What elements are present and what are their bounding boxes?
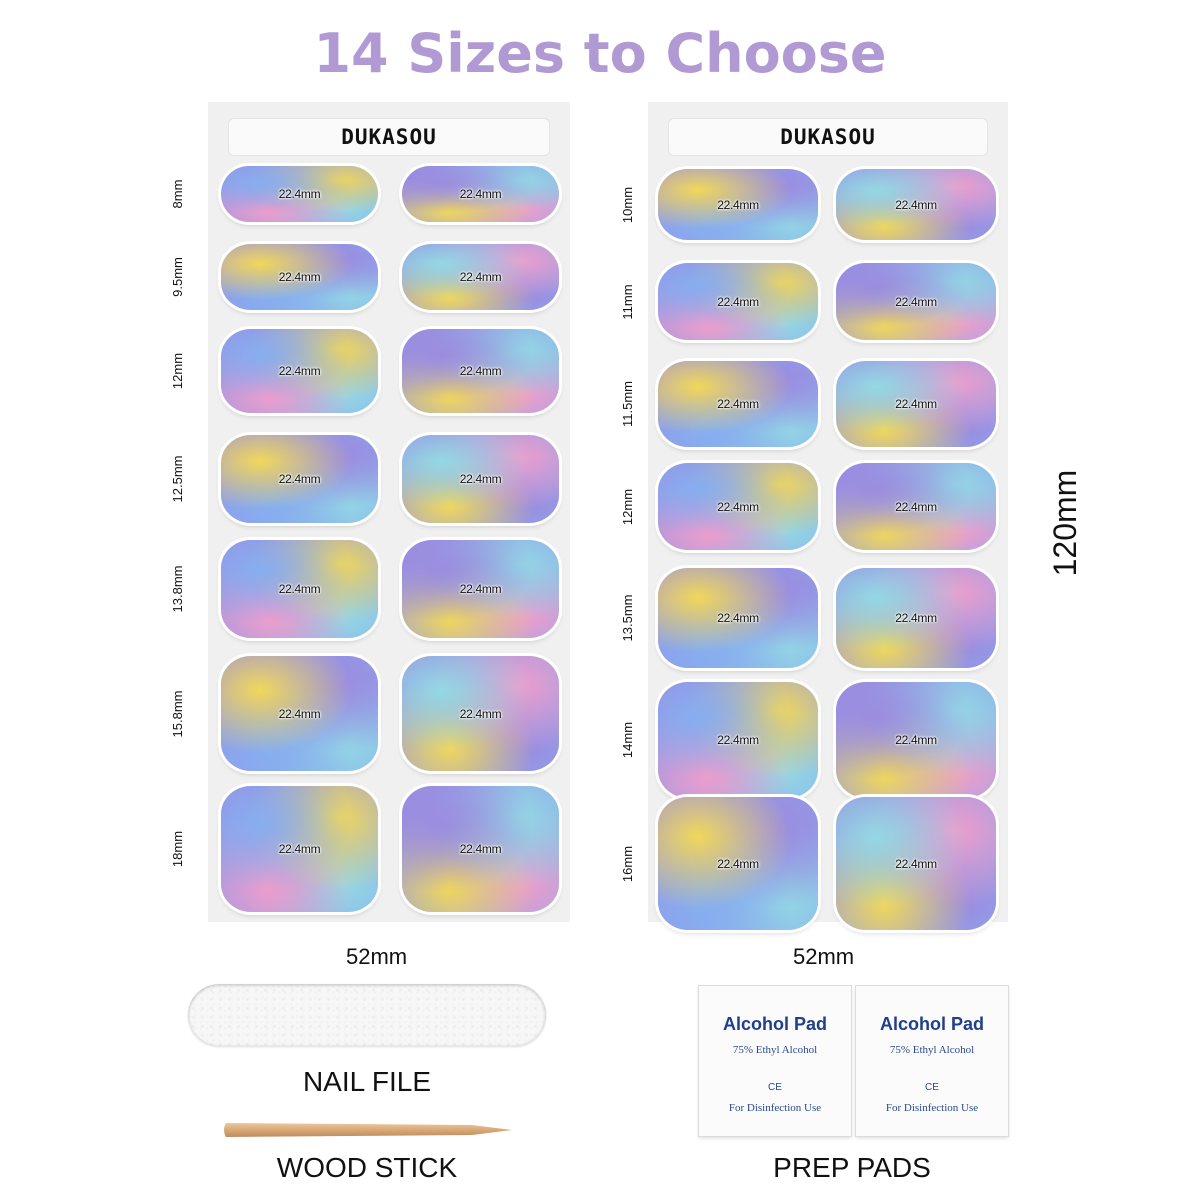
nail-length-label: 22.4mm bbox=[895, 294, 937, 309]
page-title: 14 Sizes to Choose bbox=[313, 22, 887, 85]
nail-sticker: 22.4mm bbox=[402, 435, 559, 523]
pad-footer: For Disinfection Use bbox=[728, 1102, 822, 1114]
wood-stick-image bbox=[224, 1123, 512, 1137]
size-label: 9.5mm bbox=[170, 257, 185, 297]
pad-footer: For Disinfection Use bbox=[885, 1102, 979, 1114]
nail-sticker: 22.4mm bbox=[658, 797, 818, 930]
prep-pads-label: PREP PADS bbox=[773, 1152, 931, 1183]
size-label: 11mm bbox=[620, 283, 635, 320]
nail-length-label: 22.4mm bbox=[459, 842, 502, 856]
nail-length-label: 22.4mm bbox=[895, 397, 937, 411]
nail-sticker: 22.4mm bbox=[402, 540, 559, 638]
nail-length-label: 22.4mm bbox=[717, 294, 759, 309]
nail-length-label: 22.4mm bbox=[717, 397, 759, 411]
nail-length-label: 22.4mm bbox=[717, 197, 759, 212]
sheet-width-label: 52mm bbox=[346, 944, 408, 969]
nail-sticker: 22.4mm bbox=[658, 263, 818, 340]
nail-sticker: 22.4mm bbox=[658, 169, 818, 240]
nail-length-label: 22.4mm bbox=[278, 842, 321, 856]
nail-file-label: NAIL FILE bbox=[302, 1066, 432, 1097]
nail-length-label: 22.4mm bbox=[278, 364, 321, 378]
nail-sticker: 22.4mm bbox=[658, 361, 818, 447]
nail-sticker: 22.4mm bbox=[658, 568, 818, 668]
nail-sticker: 22.4mm bbox=[221, 786, 378, 912]
ce-mark: CE bbox=[768, 1082, 782, 1093]
nail-length-label: 22.4mm bbox=[895, 499, 937, 514]
nail-sticker: 22.4mm bbox=[221, 244, 378, 310]
nail-sticker: 22.4mm bbox=[402, 244, 559, 310]
size-label: 13.8mm bbox=[170, 565, 185, 613]
sheet-height-label: 120mm bbox=[1047, 469, 1083, 577]
nail-length-label: 22.4mm bbox=[459, 472, 502, 486]
nail-sticker: 22.4mm bbox=[658, 682, 818, 798]
size-label: 15.8mm bbox=[170, 690, 185, 737]
nail-sticker: 22.4mm bbox=[836, 797, 996, 930]
size-label: 12mm bbox=[170, 352, 185, 390]
nail-length-label: 22.4mm bbox=[895, 856, 937, 871]
nail-sticker: 22.4mm bbox=[221, 656, 378, 771]
alcohol-pad: Alcohol Pad 75% Ethyl Alcohol CE For Dis… bbox=[699, 986, 851, 1136]
pad-title: Alcohol Pad bbox=[879, 1014, 984, 1034]
nail-sticker: 22.4mm bbox=[402, 786, 559, 912]
nail-sticker: 22.4mm bbox=[221, 329, 378, 413]
nail-sticker: 22.4mm bbox=[836, 361, 996, 447]
nail-length-label: 22.4mm bbox=[278, 582, 321, 596]
nail-length-label: 22.4mm bbox=[459, 706, 502, 721]
size-label: 10mm bbox=[620, 186, 635, 223]
nail-length-label: 22.4mm bbox=[278, 472, 321, 486]
nail-length-label: 22.4mm bbox=[717, 856, 759, 871]
brand-label: DUKASOU bbox=[228, 118, 550, 156]
pad-subtitle: 75% Ethyl Alcohol bbox=[889, 1044, 975, 1056]
brand-label: DUKASOU bbox=[668, 118, 988, 156]
size-label: 12mm bbox=[620, 488, 635, 525]
nail-sticker: 22.4mm bbox=[221, 435, 378, 523]
nail-sticker: 22.4mm bbox=[836, 263, 996, 340]
nail-length-label: 22.4mm bbox=[459, 187, 502, 201]
ce-mark: CE bbox=[925, 1082, 939, 1093]
size-label: 14mm bbox=[620, 721, 635, 759]
nail-length-label: 22.4mm bbox=[459, 270, 502, 284]
nail-length-label: 22.4mm bbox=[278, 270, 321, 284]
nail-sticker: 22.4mm bbox=[402, 329, 559, 413]
nail-sticker: 22.4mm bbox=[836, 463, 996, 550]
size-label: 12.5mm bbox=[170, 455, 185, 503]
nail-file-image bbox=[188, 984, 546, 1046]
pad-title: Alcohol Pad bbox=[722, 1014, 827, 1034]
nail-length-label: 22.4mm bbox=[717, 499, 759, 514]
nail-sticker: 22.4mm bbox=[836, 169, 996, 240]
size-label: 16mm bbox=[620, 845, 635, 882]
nail-length-label: 22.4mm bbox=[895, 611, 937, 625]
nail-length-label: 22.4mm bbox=[895, 197, 937, 212]
nail-length-label: 22.4mm bbox=[459, 364, 502, 378]
nail-sticker: 22.4mm bbox=[402, 166, 559, 222]
nail-length-label: 22.4mm bbox=[459, 582, 502, 596]
nail-sticker: 22.4mm bbox=[836, 568, 996, 668]
size-label: 18mm bbox=[170, 830, 185, 868]
wood-stick-label: WOOD STICK bbox=[276, 1152, 458, 1183]
nail-sticker: 22.4mm bbox=[402, 656, 559, 771]
size-label: 8mm bbox=[170, 179, 185, 209]
nail-sticker: 22.4mm bbox=[836, 682, 996, 798]
pad-subtitle: 75% Ethyl Alcohol bbox=[732, 1044, 818, 1056]
nail-length-label: 22.4mm bbox=[278, 187, 321, 201]
nail-length-label: 22.4mm bbox=[895, 733, 937, 747]
nail-length-label: 22.4mm bbox=[717, 733, 759, 747]
alcohol-pad: Alcohol Pad 75% Ethyl Alcohol CE For Dis… bbox=[856, 986, 1008, 1136]
size-label: 11.5mm bbox=[620, 381, 635, 427]
nail-length-label: 22.4mm bbox=[717, 611, 759, 625]
nail-length-label: 22.4mm bbox=[278, 706, 321, 721]
nail-sticker: 22.4mm bbox=[221, 540, 378, 638]
sheet-width-label: 52mm bbox=[793, 944, 855, 969]
size-label: 13.5mm bbox=[620, 594, 635, 642]
nail-sticker: 22.4mm bbox=[221, 166, 378, 222]
nail-sticker: 22.4mm bbox=[658, 463, 818, 550]
